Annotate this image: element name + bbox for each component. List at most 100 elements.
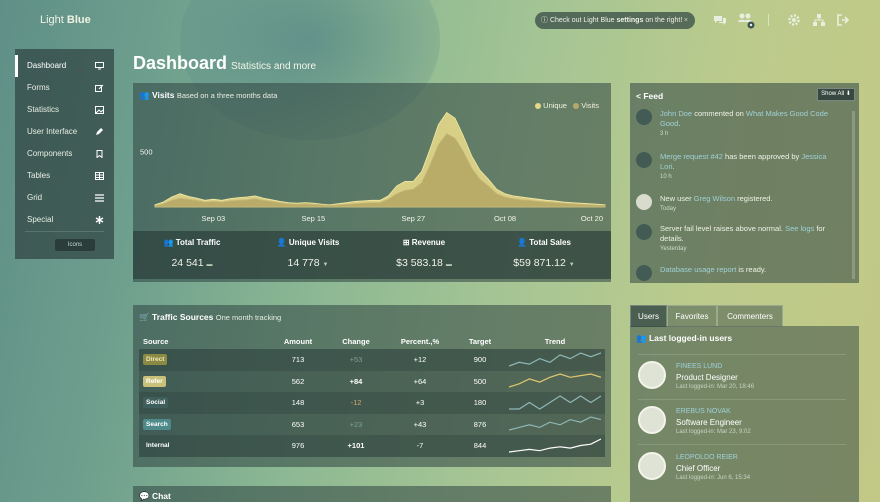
sign-out-icon[interactable] [836,13,850,27]
feed-item: New user Greg Wilson registered. Today [636,194,841,214]
users-notification-icon[interactable] [737,11,755,29]
change-cell: +101 [347,441,365,451]
traffic-sources-panel: 🛒 Traffic Sources One month tracking Sou… [133,305,611,467]
gear-icon[interactable] [787,13,801,27]
legend-unique[interactable]: Unique [543,101,567,110]
col-amount: Amount [283,336,313,346]
users-panel: 👥 Last logged-in users FINEES LUND Produ… [630,326,859,502]
table-row[interactable]: Internal 976 +101 -7 844 [139,435,605,457]
visits-stats: 👥 Total Traffic 24 541 ▬ 👤 Unique Visits… [133,231,611,279]
amount-cell: 562 [291,376,305,386]
close-icon[interactable]: × [683,17,688,24]
sidebar-item-forms[interactable]: Forms [15,77,114,99]
stat-revenue: ⊞ Revenue $3 583.18 ▬ [396,238,452,269]
sidebar-item-dashboard[interactable]: Dashboard [15,55,114,77]
feed-link[interactable]: What Makes Good Code Good [660,109,829,128]
table-row[interactable]: Direct 713 +53 +12 900 [139,349,605,371]
feed-item: John Doe commented on What Makes Good Co… [636,109,841,139]
users-icon: 👥 [139,90,150,100]
sidebar-item-grid[interactable]: Grid [15,187,114,209]
settings-notice[interactable]: ⓘ Check out Light Blue settings on the r… [535,12,695,29]
asterisk-icon [95,216,104,224]
list-item[interactable]: FINEES LUND Product Designer Last logged… [638,361,848,401]
x-tick-label: Sep 15 [301,214,325,223]
icons-button[interactable]: Icons [55,239,95,251]
trend-sparkline [509,395,602,410]
legend-unique-swatch [535,103,542,109]
stat-total-traffic: 👥 Total Traffic 24 541 ▬ [163,238,221,269]
trend-line [508,373,602,388]
col-source: Source [143,336,169,346]
user-name[interactable]: EREBUS NOVAK [676,408,731,415]
avatar [638,361,666,389]
x-tick-label: Oct 08 [494,214,516,223]
sidebar-item-components[interactable]: Components [15,143,114,165]
feed-item: Server fail level raises above normal. S… [636,224,841,254]
table-row[interactable]: Social 148 -12 +3 180 [139,392,605,414]
user-icon: 👤 [517,238,528,247]
source-badge: Internal [146,442,170,450]
sidebar-item-statistics[interactable]: Statistics [15,99,114,121]
tab-favorites[interactable]: Favorites [667,305,717,327]
feed-link[interactable]: Jessica Lori [660,152,827,171]
amount-cell: 653 [291,419,305,429]
legend-visits-swatch [573,103,580,109]
visits-panel: 👥 Visits Based on a three months data Un… [133,83,611,282]
feed-panel: < Feed Show All ⬇ John Doe commented on … [630,83,859,283]
feed-link[interactable]: Merge request #42 [660,152,723,161]
visits-header: 👥 Visits Based on a three months data [139,90,278,100]
show-all-button[interactable]: Show All ⬇ [817,88,855,101]
table-row[interactable]: Search 653 +23 +43 876 [139,413,605,436]
caret-down-icon: ▼ [568,262,575,268]
user-icon: 👤 [276,238,287,247]
trend-sparkline [508,373,602,388]
feed-link[interactable]: John Doe [660,109,693,118]
trend-line [508,416,602,431]
feed-item: Database usage report is ready. [636,265,841,281]
area-series-visits [154,133,606,208]
legend-visits[interactable]: Visits [581,101,599,110]
feed-time: Yesterday [660,246,687,252]
stat-unique-visits: 👤 Unique Visits 14 778 ▼ [276,238,340,269]
chat-icon[interactable] [713,13,727,27]
avatar [638,406,666,434]
tab-users[interactable]: Users [630,305,667,327]
col-change: Change [342,336,370,346]
user-name[interactable]: FINEES LUND [676,363,723,370]
target-cell: 500 [473,376,487,386]
feed-link[interactable]: Database usage report [660,265,737,274]
feed-link[interactable]: See logs [785,224,815,233]
trend-cell [505,414,605,436]
feed-scrollbar[interactable] [852,111,855,279]
trend-down-icon: ▬ [206,262,213,268]
source-cell: Search [139,414,269,436]
tab-commenters[interactable]: Commenters [717,305,783,327]
avatar [636,194,652,210]
sidebar-item-user-interface[interactable]: User Interface [15,121,114,143]
percent-cell: +3 [415,398,425,408]
sitemap-icon[interactable] [812,13,826,27]
amount-cell: 148 [291,398,305,408]
info-icon: ⓘ [541,17,548,24]
comments-icon: 💬 [139,491,150,501]
table-row[interactable]: Refer 562 +84 +64 500 [139,370,605,392]
change-cell: +23 [349,419,363,429]
feed-link[interactable]: Greg Wilson [693,194,736,203]
visits-area-chart[interactable]: 500 Sep 03 Sep 15 Sep 27 Oct 08 Oct 20 [133,103,611,229]
change-cell: -12 [350,398,362,408]
sidebar-item-special[interactable]: Special [15,209,114,231]
sidebar-item-tables[interactable]: Tables [15,165,114,187]
feed-time: Today [660,206,677,212]
list-item[interactable]: EREBUS NOVAK Software Engineer Last logg… [638,406,848,446]
trend-sparkline [508,416,602,431]
users-icon: 👥 [636,333,647,343]
list-item[interactable]: LEOPOLDO REIER Chief Officer Last logged… [638,452,848,492]
trend-cell [505,392,605,414]
logo[interactable]: Light Blue [40,14,91,26]
table-icon [95,172,104,180]
col-percent: Percent.,% [400,336,440,346]
divider [638,354,846,355]
user-name[interactable]: LEOPOLDO REIER [676,454,738,461]
source-badge: Direct [143,354,168,366]
target-cell: 900 [473,355,487,365]
